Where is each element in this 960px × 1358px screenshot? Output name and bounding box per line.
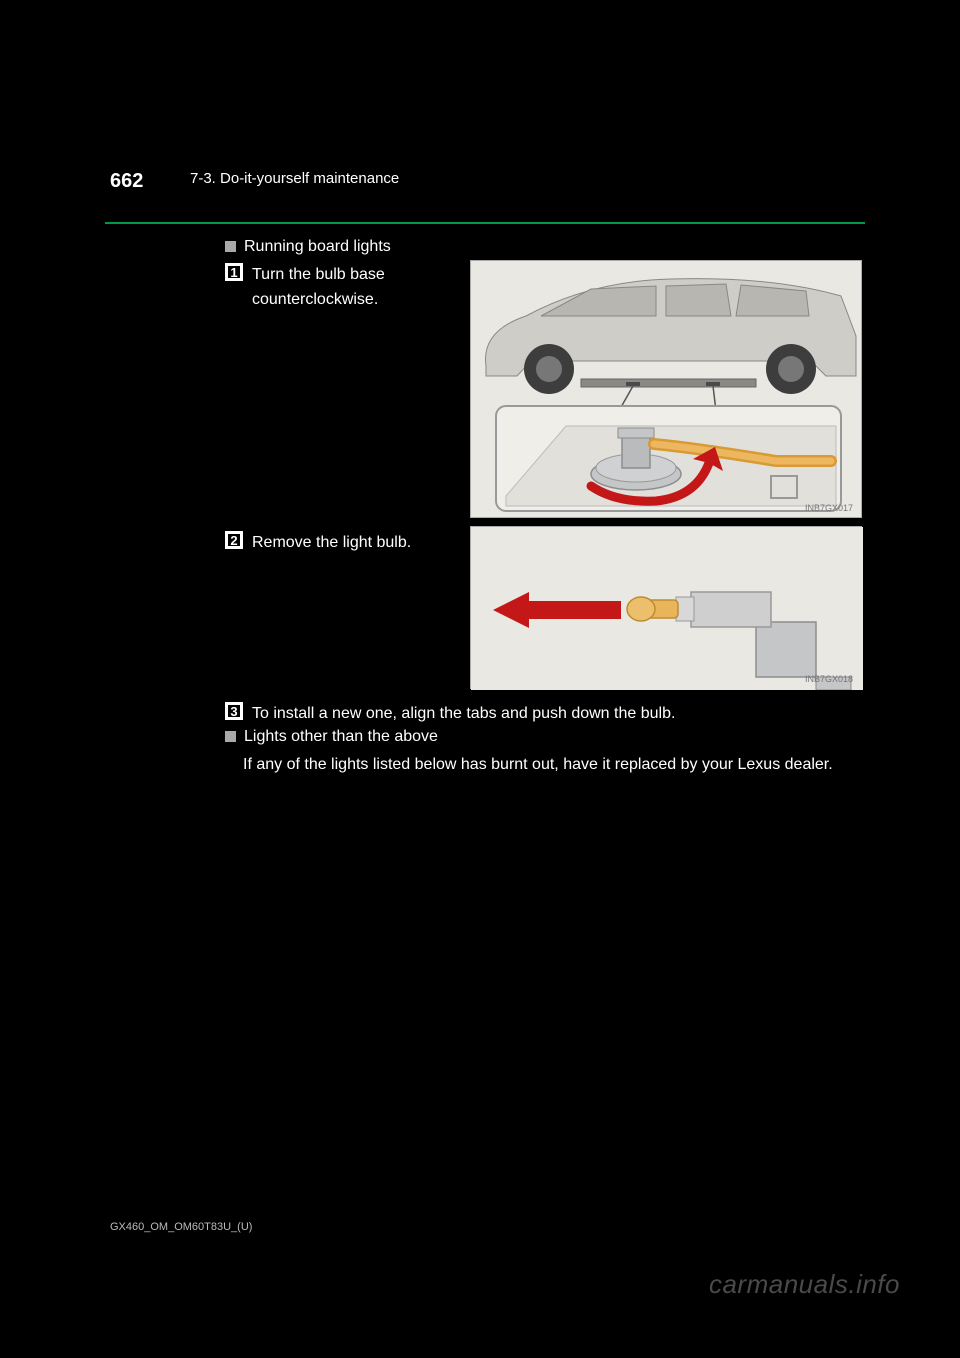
bullet-square-icon xyxy=(225,241,236,252)
step-1-text: Turn the bulb base counterclockwise. xyxy=(252,263,452,313)
page-number: 662 xyxy=(110,170,143,193)
step-3-number: 3 xyxy=(225,702,243,721)
step-number-box: 2 xyxy=(225,531,243,549)
illustration-bulb-removal: INB7GX018 xyxy=(470,526,862,689)
bullet-square-icon xyxy=(225,731,236,742)
illustration-1-svg xyxy=(471,261,863,519)
section2-title-text: Lights other than the above xyxy=(244,728,438,745)
watermark: carmanuals.info xyxy=(709,1269,900,1300)
step-2-number: 2 xyxy=(225,531,243,550)
illustration-2-code: INB7GX018 xyxy=(805,674,853,684)
step-number-box: 1 xyxy=(225,263,243,281)
section-running-board-lights: Running board lights xyxy=(225,238,391,256)
manual-page: 662 7-3. Do-it-yourself maintenance Runn… xyxy=(0,0,960,1358)
step-2-text: Remove the light bulb. xyxy=(252,531,452,556)
step-number-box: 3 xyxy=(225,702,243,720)
model-code: GX460_OM_OM60T83U_(U) xyxy=(110,1221,252,1233)
divider-rule xyxy=(105,222,865,224)
section-other-lights: Lights other than the above xyxy=(225,728,438,746)
illustration-socket-removal: INB7GX017 xyxy=(470,260,862,518)
illustration-2-svg xyxy=(471,527,863,690)
breadcrumb: 7-3. Do-it-yourself maintenance xyxy=(190,170,399,187)
step-3-text: To install a new one, align the tabs and… xyxy=(252,702,862,727)
illustration-1-code: INB7GX017 xyxy=(805,503,853,513)
step-1-number: 1 xyxy=(225,263,243,282)
section-title-text: Running board lights xyxy=(244,238,391,255)
section2-body-text: If any of the lights listed below has bu… xyxy=(243,753,863,778)
